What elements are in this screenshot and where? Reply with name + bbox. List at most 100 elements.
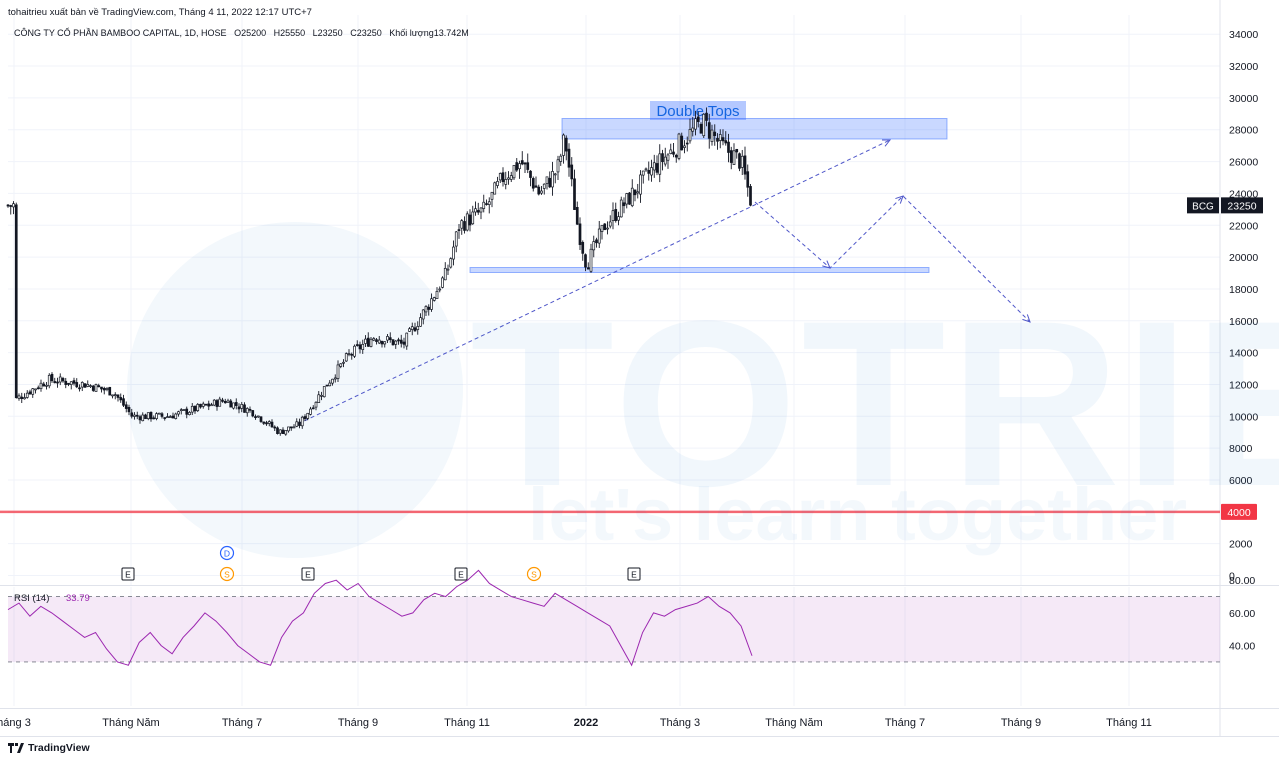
- candle: [573, 178, 576, 210]
- candle: [210, 404, 213, 407]
- candle: [650, 167, 653, 176]
- candle: [20, 396, 24, 399]
- candle: [320, 394, 323, 397]
- volume-value: Khối lượng13.742M: [389, 28, 469, 38]
- candle: [135, 414, 139, 417]
- candle: [710, 129, 714, 142]
- candle: [595, 239, 598, 244]
- candle: [518, 163, 521, 170]
- candle: [366, 337, 370, 347]
- candle: [56, 381, 59, 384]
- projection-path: [754, 195, 1031, 323]
- open-value: O25200: [234, 28, 267, 38]
- candle: [586, 267, 590, 270]
- candle: [628, 192, 631, 205]
- candle: [622, 202, 626, 207]
- candle: [94, 384, 98, 392]
- candle: [168, 416, 172, 418]
- candle: [548, 177, 552, 188]
- candle: [738, 153, 741, 169]
- candle: [520, 160, 524, 165]
- candle: [124, 404, 128, 409]
- candle: [606, 227, 609, 230]
- rsi-tick-label: 60.00: [1229, 608, 1255, 620]
- candle: [344, 353, 348, 362]
- candle: [193, 405, 197, 412]
- candle: [427, 306, 431, 310]
- candle: [372, 338, 376, 341]
- candle: [707, 122, 711, 139]
- earnings-marker: [121, 567, 135, 581]
- earnings-marker-label: E: [631, 570, 637, 580]
- candle: [212, 399, 216, 406]
- candle: [267, 421, 271, 424]
- candle: [9, 205, 13, 207]
- candle: [83, 383, 87, 388]
- candle: [298, 421, 301, 426]
- candle: [45, 384, 48, 387]
- earnings-marker: [627, 567, 641, 581]
- candle: [391, 339, 395, 346]
- candle: [501, 172, 505, 183]
- trend-line: [297, 139, 891, 425]
- candle: [639, 174, 642, 195]
- candle: [718, 134, 722, 141]
- candle: [152, 417, 156, 420]
- candle: [553, 173, 557, 176]
- candle: [545, 176, 549, 184]
- price-tick-label: 16000: [1229, 316, 1258, 328]
- tradingview-logo[interactable]: TradingView: [8, 742, 90, 754]
- tradingview-logo-icon: [8, 743, 24, 753]
- candle: [207, 403, 211, 407]
- candle: [493, 182, 497, 195]
- candle: [72, 380, 76, 384]
- candle: [732, 150, 736, 165]
- candle: [53, 381, 57, 384]
- candle: [78, 387, 81, 390]
- candle: [487, 201, 491, 205]
- candle: [141, 414, 145, 422]
- candle: [240, 404, 244, 409]
- candle: [347, 353, 351, 355]
- candle: [215, 400, 219, 407]
- candle: [155, 413, 158, 419]
- candle: [608, 221, 612, 227]
- candle: [204, 403, 208, 406]
- candle: [67, 382, 70, 385]
- candle: [449, 258, 453, 268]
- split-marker-label: S: [531, 570, 537, 580]
- candle: [674, 154, 678, 158]
- candle: [399, 339, 403, 344]
- candle: [699, 123, 703, 134]
- price-tick-label: 20000: [1229, 252, 1258, 264]
- annotation-bg: [650, 101, 746, 120]
- candle: [105, 388, 109, 390]
- candle: [171, 415, 175, 419]
- candle: [410, 326, 414, 330]
- candle: [619, 199, 623, 218]
- price-tick-label: 0: [1229, 571, 1235, 583]
- candle: [223, 400, 227, 404]
- candle: [625, 193, 629, 205]
- candle: [243, 404, 246, 413]
- candle: [432, 297, 436, 301]
- candle: [592, 241, 596, 251]
- candle: [311, 407, 315, 410]
- candle: [355, 344, 359, 346]
- candle: [199, 403, 202, 408]
- time-tick-label: Tháng 9: [338, 717, 378, 729]
- candle: [80, 382, 84, 388]
- symbol-name: CÔNG TY CỔ PHẦN BAMBOO CAPITAL, 1D, HOSE: [14, 28, 227, 38]
- candle: [160, 413, 164, 417]
- candle: [658, 153, 662, 175]
- candle: [273, 426, 277, 429]
- candle: [490, 191, 494, 200]
- candle: [647, 170, 651, 174]
- price-tick-label: 12000: [1229, 379, 1258, 391]
- time-tick-label: Tháng 7: [222, 717, 262, 729]
- candle: [749, 186, 752, 206]
- candle: [644, 168, 648, 171]
- candle: [570, 164, 574, 180]
- candle: [471, 211, 475, 225]
